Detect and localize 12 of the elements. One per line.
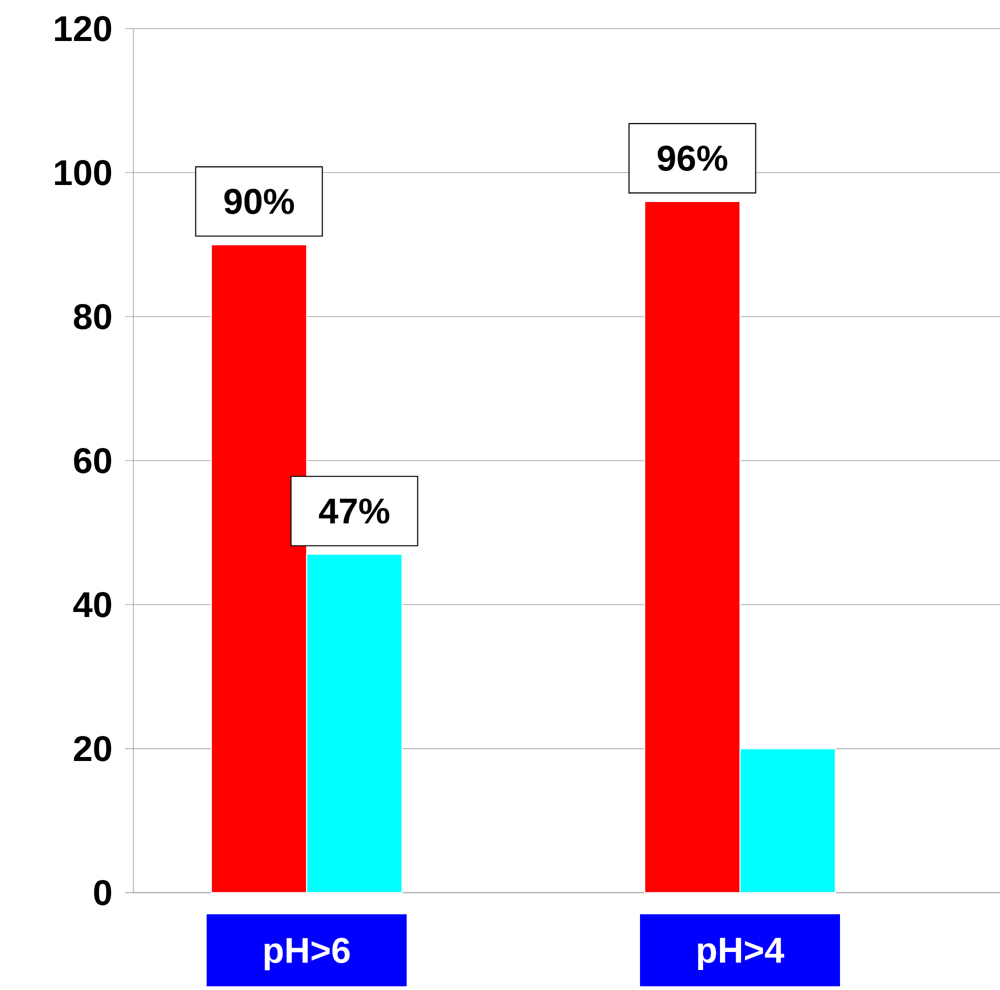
data-label: 96% [658,146,728,171]
data-label: 90% [224,188,294,214]
y-tick-label: 100 [55,160,112,186]
y-tick-label: 60 [74,448,112,474]
y-tick-label: 120 [55,16,112,42]
y-tick-label: 40 [73,592,112,618]
data-label: 47% [318,498,390,524]
y-tick-label: 0 [94,880,112,906]
x-tick-label: pH>4 [698,938,784,970]
y-tick-label: 80 [74,304,112,330]
x-tick-label: pH>6 [264,938,350,970]
y-tick-label: 20 [74,736,112,762]
